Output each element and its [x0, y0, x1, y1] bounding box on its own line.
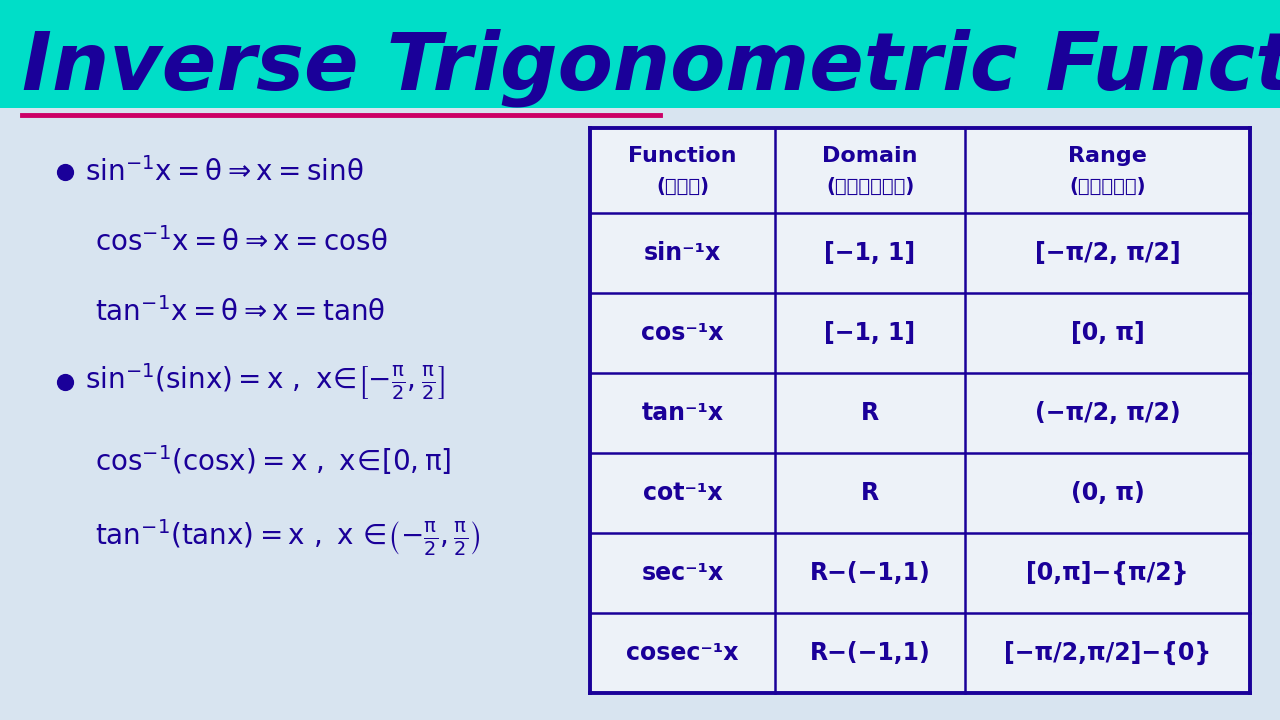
Text: $\mathrm{cos^{-1}x = \theta \Rightarrow x = cos\theta}$: $\mathrm{cos^{-1}x = \theta \Rightarrow … [95, 227, 388, 257]
Text: [−1, 1]: [−1, 1] [824, 241, 915, 265]
Text: Inverse Trigonometric Functions: Inverse Trigonometric Functions [22, 29, 1280, 107]
Text: sin⁻¹x: sin⁻¹x [644, 241, 721, 265]
Text: [0,π]−{π/2}: [0,π]−{π/2} [1027, 561, 1189, 585]
Point [55, 166, 76, 178]
Text: $\mathrm{tan^{-1}(tanx) = x\ ,\ x\ \!\in\! \left(-\frac{\pi}{2}, \frac{\pi}{2}\r: $\mathrm{tan^{-1}(tanx) = x\ ,\ x\ \!\in… [95, 518, 481, 559]
Text: R: R [861, 401, 879, 425]
Text: (प्रांत): (प्रांत) [826, 177, 914, 196]
Text: sec⁻¹x: sec⁻¹x [641, 561, 723, 585]
Text: R−(−1,1): R−(−1,1) [810, 561, 931, 585]
Text: R: R [861, 481, 879, 505]
Text: [−1, 1]: [−1, 1] [824, 321, 915, 345]
Text: (फलन): (फलन) [657, 177, 709, 196]
Bar [0, 0, 1280, 108]
Text: $\mathrm{sin^{-1}x = \theta \Rightarrow x = sin\theta}$: $\mathrm{sin^{-1}x = \theta \Rightarrow … [84, 157, 364, 187]
Text: (−π/2, π/2): (−π/2, π/2) [1034, 401, 1180, 425]
Text: (0, π): (0, π) [1070, 481, 1144, 505]
Text: Domain: Domain [822, 146, 918, 166]
Text: $\mathrm{cos^{-1}(cosx) = x\ ,\ x \!\in\! [0, \pi]}$: $\mathrm{cos^{-1}(cosx) = x\ ,\ x \!\in\… [95, 443, 452, 477]
Bar [590, 128, 1251, 693]
Text: R−(−1,1): R−(−1,1) [810, 641, 931, 665]
Text: [−π/2, π/2]: [−π/2, π/2] [1034, 241, 1180, 265]
Text: cos⁻¹x: cos⁻¹x [641, 321, 723, 345]
Text: cosec⁻¹x: cosec⁻¹x [626, 641, 739, 665]
Text: [−π/2,π/2]−{0}: [−π/2,π/2]−{0} [1004, 641, 1211, 665]
Text: tan⁻¹x: tan⁻¹x [641, 401, 723, 425]
Point [55, 377, 76, 388]
Text: $\mathrm{tan^{-1}x = \theta \Rightarrow x = tan\theta}$: $\mathrm{tan^{-1}x = \theta \Rightarrow … [95, 297, 385, 327]
Text: Range: Range [1068, 146, 1147, 166]
Text: (परिसर): (परिसर) [1069, 177, 1146, 196]
Text: $\mathrm{sin^{-1}(sinx) = x\ ,\ x \!\in\! \left[-\frac{\pi}{2}, \frac{\pi}{2}\ri: $\mathrm{sin^{-1}(sinx) = x\ ,\ x \!\in\… [84, 361, 444, 402]
Text: [0, π]: [0, π] [1070, 321, 1144, 345]
Text: Function: Function [628, 146, 737, 166]
Text: cot⁻¹x: cot⁻¹x [643, 481, 722, 505]
